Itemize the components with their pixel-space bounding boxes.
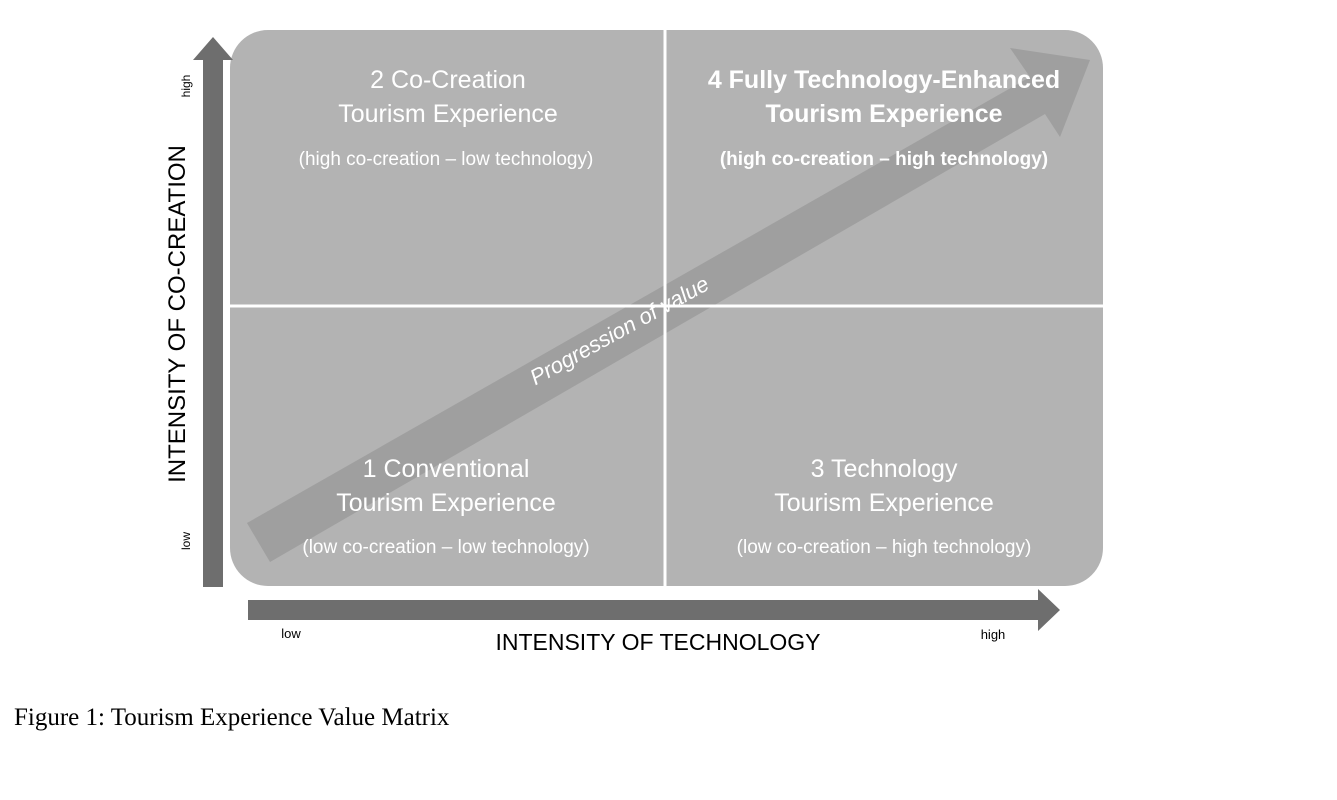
- quadrant-2-title-line2: Tourism Experience: [338, 100, 558, 128]
- y-axis-high-label: high: [179, 75, 193, 98]
- quadrant-4-title-line1: 4 Fully Technology-Enhanced: [708, 66, 1060, 94]
- x-axis-low-label: low: [281, 626, 301, 641]
- quadrant-1-subtitle: (low co-creation – low technology): [302, 537, 589, 558]
- figure-caption: Figure 1: Tourism Experience Value Matri…: [14, 704, 450, 731]
- quadrant-2-title-line1: 2 Co-Creation: [370, 66, 526, 94]
- quadrant-1-title-line1: 1 Conventional: [363, 455, 530, 483]
- quadrant-3-title-line1: 3 Technology: [811, 455, 958, 483]
- quadrant-3-title-line2: Tourism Experience: [774, 489, 994, 517]
- x-axis-arrow: [248, 589, 1060, 631]
- quadrant-2: 2 Co-Creation Tourism Experience (high c…: [299, 66, 594, 170]
- quadrant-4: 4 Fully Technology-Enhanced Tourism Expe…: [708, 66, 1060, 170]
- x-axis-label: INTENSITY OF TECHNOLOGY: [495, 629, 820, 655]
- quadrant-1-title-line2: Tourism Experience: [336, 489, 556, 517]
- quadrant-3-subtitle: (low co-creation – high technology): [737, 537, 1032, 558]
- quadrant-2-subtitle: (high co-creation – low technology): [299, 149, 594, 170]
- quadrant-3: 3 Technology Tourism Experience (low co-…: [737, 455, 1032, 558]
- x-axis-high-label: high: [981, 627, 1006, 642]
- quadrant-4-title-line2: Tourism Experience: [765, 100, 1002, 128]
- quadrant-1: 1 Conventional Tourism Experience (low c…: [302, 455, 589, 558]
- y-axis-label: INTENSITY OF CO-CREATION: [164, 145, 191, 483]
- y-axis-low-label: low: [179, 532, 193, 550]
- quadrant-4-subtitle: (high co-creation – high technology): [720, 149, 1048, 170]
- y-axis-arrow: [193, 37, 233, 587]
